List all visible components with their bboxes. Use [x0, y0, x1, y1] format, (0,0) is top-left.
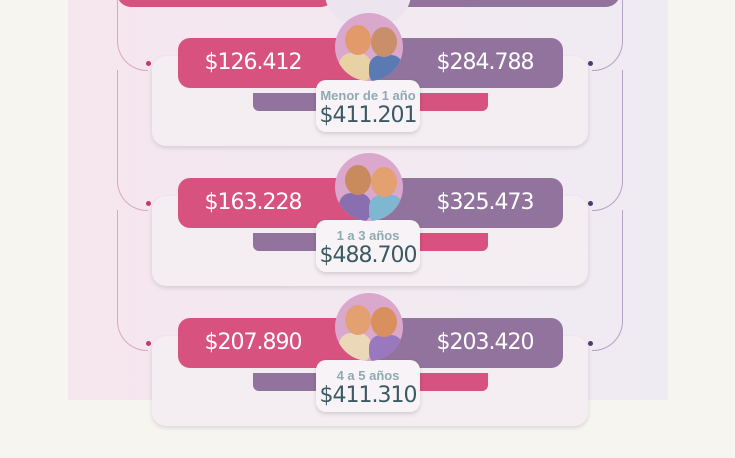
left-value: $163.228	[204, 190, 303, 215]
connector-dot	[146, 341, 151, 346]
previous-right-bar	[390, 0, 620, 7]
previous-left-bar	[117, 0, 335, 7]
connector-dot	[588, 341, 593, 346]
total-value: $411.201	[319, 103, 418, 128]
age-group: 1 a 3 años	[336, 228, 400, 243]
babies-avatar-icon	[335, 13, 403, 81]
children-avatar-icon	[335, 293, 403, 361]
age-label-box: 1 a 3 años $488.700	[316, 220, 420, 272]
age-row: $163.228 $325.473 1 a 3 años $488.700	[0, 153, 735, 318]
age-row: $207.890 $203.420 4 a 5 años $411.310	[0, 293, 735, 458]
left-value: $126.412	[204, 50, 303, 75]
age-label-box: 4 a 5 años $411.310	[316, 360, 420, 412]
right-value: $203.420	[436, 330, 535, 355]
age-group: 4 a 5 años	[336, 368, 400, 383]
total-value: $488.700	[319, 243, 418, 268]
age-group: Menor de 1 año	[320, 88, 416, 103]
connector-dot	[146, 201, 151, 206]
right-value: $325.473	[436, 190, 535, 215]
connector-dot	[588, 201, 593, 206]
left-value: $207.890	[204, 330, 303, 355]
age-label-box: Menor de 1 año $411.201	[316, 80, 420, 132]
connector-dot	[588, 61, 593, 66]
toddlers-avatar-icon	[335, 153, 403, 221]
total-value: $411.310	[319, 383, 418, 408]
connector-dot	[146, 61, 151, 66]
age-row: $126.412 $284.788 Menor de 1 año $411.20…	[0, 13, 735, 178]
right-value: $284.788	[436, 50, 535, 75]
